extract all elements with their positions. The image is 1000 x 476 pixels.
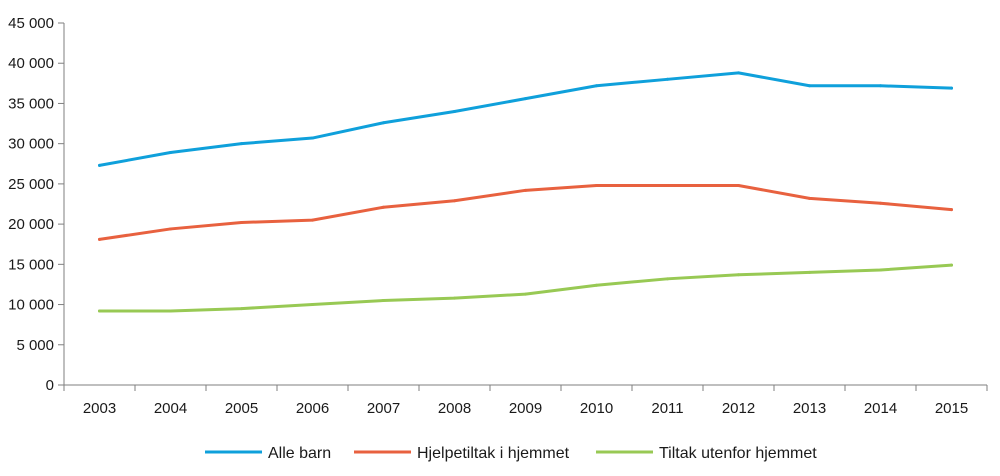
- x-tick-label: 2009: [509, 400, 542, 417]
- chart-axes: [58, 22, 988, 391]
- data-point: [453, 296, 456, 300]
- y-tick-label: 40 000: [8, 55, 54, 72]
- data-point: [737, 273, 740, 277]
- x-tick-label: 2003: [83, 400, 116, 417]
- data-point: [808, 84, 811, 88]
- legend-label: Alle barn: [268, 445, 331, 462]
- data-point: [737, 183, 740, 187]
- data-point: [666, 183, 669, 187]
- data-point: [311, 303, 314, 307]
- data-point: [879, 84, 882, 88]
- x-tick-label: 2014: [864, 400, 897, 417]
- y-tick-label: 10 000: [8, 297, 54, 314]
- data-point: [737, 71, 740, 75]
- x-tick-label: 2007: [367, 400, 400, 417]
- data-point: [524, 188, 527, 192]
- x-tick-label: 2012: [722, 400, 755, 417]
- x-tick-label: 2010: [580, 400, 613, 417]
- data-point: [808, 270, 811, 274]
- y-tick-label: 45 000: [8, 15, 54, 32]
- data-point: [382, 299, 385, 303]
- data-point: [595, 283, 598, 287]
- data-point: [595, 84, 598, 88]
- data-point: [240, 142, 243, 146]
- y-tick-label: 20 000: [8, 216, 54, 233]
- data-point: [311, 136, 314, 140]
- data-point: [453, 199, 456, 203]
- data-point: [950, 86, 953, 90]
- data-point: [524, 292, 527, 296]
- series-line-1: [98, 183, 953, 241]
- data-point: [311, 218, 314, 222]
- series-line-2: [98, 263, 953, 313]
- data-point: [240, 221, 243, 225]
- legend-label: Hjelpetiltak i hjemmet: [417, 445, 570, 462]
- series-lines: [98, 71, 953, 313]
- legend-item-1: Hjelpetiltak i hjemmet: [354, 445, 570, 462]
- data-point: [453, 109, 456, 113]
- y-tick-label: 30 000: [8, 136, 54, 153]
- legend: Alle barn Hjelpetiltak i hjemmet Tiltak ut…: [205, 445, 817, 462]
- x-tick-label: 2004: [154, 400, 187, 417]
- data-point: [950, 263, 953, 267]
- data-point: [595, 183, 598, 187]
- data-point: [666, 277, 669, 281]
- data-point: [950, 208, 953, 212]
- data-point: [169, 309, 172, 313]
- x-tick-label: 2015: [935, 400, 968, 417]
- y-tick-label: 35 000: [8, 95, 54, 112]
- legend-item-0: Alle barn: [205, 445, 331, 462]
- legend-label: Tiltak utenfor hjemmet: [659, 445, 817, 462]
- data-point: [524, 97, 527, 101]
- data-point: [808, 196, 811, 200]
- x-tick-label: 2008: [438, 400, 471, 417]
- y-tick-label: 15 000: [8, 256, 54, 273]
- x-axis-tick-labels: 2003 2004 2005 2006 2007 2008 2009 2010 2011 2012…: [83, 400, 968, 417]
- data-point: [382, 205, 385, 209]
- data-point: [879, 268, 882, 272]
- series-line-0: [98, 71, 953, 167]
- y-tick-label: 5 000: [16, 337, 54, 354]
- data-point: [98, 163, 101, 167]
- data-point: [240, 307, 243, 311]
- x-tick-label: 2013: [793, 400, 826, 417]
- data-point: [98, 237, 101, 241]
- x-tick-label: 2005: [225, 400, 258, 417]
- y-tick-label: 0: [46, 377, 54, 394]
- x-tick-label: 2011: [651, 400, 683, 417]
- data-point: [666, 77, 669, 81]
- data-point: [382, 121, 385, 125]
- data-point: [98, 309, 101, 313]
- y-tick-label: 25 000: [8, 176, 54, 193]
- y-axis-tick-labels: 0 5 000 10 000 15 000 20 000 25 000 30 000 35 0…: [8, 15, 54, 394]
- data-point: [169, 227, 172, 231]
- data-point: [169, 151, 172, 155]
- x-tick-label: 2006: [296, 400, 329, 417]
- legend-item-2: Tiltak utenfor hjemmet: [596, 445, 817, 462]
- data-point: [879, 201, 882, 205]
